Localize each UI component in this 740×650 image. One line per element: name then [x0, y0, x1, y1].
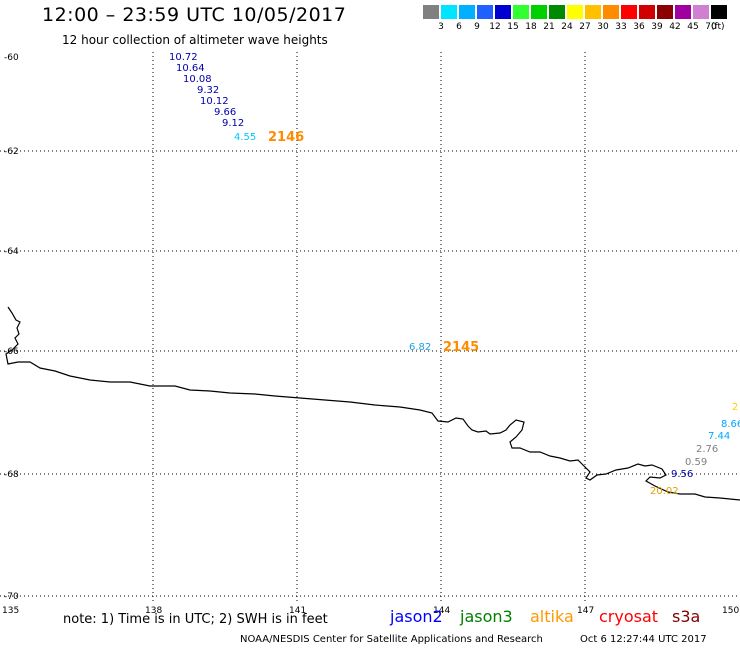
graticule — [0, 52, 740, 603]
latitude-labels: -60 -62 -64 -66 -68 -70 — [4, 53, 19, 602]
generation-timestamp: Oct 6 12:27:44 UTC 2017 — [580, 634, 707, 645]
scale-label: 18 — [525, 22, 537, 32]
lat-label: -62 — [4, 147, 19, 157]
scale-swatch — [549, 5, 565, 19]
map-title: 12:00 – 23:59 UTC 10/05/2017 — [42, 4, 347, 26]
scale-label: 24 — [561, 22, 573, 32]
obs-value: 10.08 — [183, 74, 212, 85]
legend-cryosat: cryosat — [599, 607, 659, 626]
obs-value: 2 — [732, 402, 738, 413]
obs-value: 4.55 — [234, 132, 256, 143]
scale-unit-label: (ft) — [711, 22, 725, 32]
scale-label: 9 — [474, 22, 480, 32]
scale-swatch — [621, 5, 637, 19]
scale-swatch — [513, 5, 529, 19]
scale-swatch — [459, 5, 475, 19]
antarctic-coastline — [5, 306, 740, 501]
scale-label: 36 — [633, 22, 645, 32]
legend-s3a: s3a — [672, 607, 701, 626]
obs-value: 8.66 — [721, 419, 740, 430]
scale-swatch — [639, 5, 655, 19]
scale-label: 70 — [705, 22, 717, 32]
obs-value: 9.56 — [671, 469, 693, 480]
obs-value: 2.76 — [696, 444, 718, 455]
lon-label: 147 — [577, 606, 594, 616]
map-subtitle: 12 hour collection of altimeter wave hei… — [62, 33, 328, 47]
scale-label: 33 — [615, 22, 627, 32]
scale-swatch — [441, 5, 457, 19]
scale-swatch — [567, 5, 583, 19]
scale-swatch — [585, 5, 601, 19]
obs-value: 10.64 — [176, 63, 205, 74]
lat-label: -70 — [4, 592, 19, 602]
scale-label: 27 — [579, 22, 591, 32]
legend-altika: altika — [530, 607, 574, 626]
pass-id: 2146 — [268, 130, 304, 145]
scale-swatch — [495, 5, 511, 19]
scale-swatch — [675, 5, 691, 19]
scale-label: 45 — [687, 22, 699, 32]
scale-swatch — [477, 5, 493, 19]
credit-line: NOAA/NESDIS Center for Satellite Applica… — [240, 634, 543, 645]
obs-value: 6.82 — [409, 342, 431, 353]
lon-label: 144 — [433, 606, 450, 616]
legend-jason2: jason2 — [390, 607, 443, 626]
scale-swatch — [423, 5, 439, 19]
obs-value: 10.12 — [200, 96, 229, 107]
pass-id: 2145 — [443, 340, 479, 355]
scale-label: 6 — [456, 22, 462, 32]
wave-height-observations: 10.72 10.64 10.08 9.32 10.12 9.66 9.12 4… — [169, 52, 740, 497]
obs-value: 10.72 — [169, 52, 198, 63]
lon-label: 141 — [289, 606, 306, 616]
obs-value: 9.66 — [214, 107, 236, 118]
scale-swatch — [531, 5, 547, 19]
lat-label: -60 — [4, 53, 19, 63]
scale-label: 15 — [507, 22, 519, 32]
legend-jason3: jason3 — [460, 607, 513, 626]
scale-swatch — [657, 5, 673, 19]
lon-label: 150 — [722, 606, 739, 616]
obs-value: 20.02 — [650, 486, 679, 497]
scale-label: 21 — [543, 22, 555, 32]
scale-label: 12 — [489, 22, 501, 32]
scale-label: 39 — [651, 22, 663, 32]
scale-label: 42 — [669, 22, 681, 32]
obs-value: 0.59 — [685, 457, 707, 468]
obs-value: 9.12 — [222, 118, 244, 129]
scale-label: 30 — [597, 22, 609, 32]
obs-value: 9.32 — [197, 85, 219, 96]
obs-value: 7.44 — [708, 431, 730, 442]
scale-swatch — [693, 5, 709, 19]
longitude-labels: 135 138 141 144 147 150 — [2, 606, 739, 616]
lon-label: 135 — [2, 606, 19, 616]
scale-swatch — [711, 5, 727, 19]
footer-note: note: 1) Time is in UTC; 2) SWH is in fe… — [63, 612, 328, 627]
lat-label: -64 — [4, 247, 19, 257]
scale-swatch — [603, 5, 619, 19]
lat-label: -66 — [4, 347, 19, 357]
lat-label: -68 — [4, 470, 19, 480]
lon-label: 138 — [145, 606, 162, 616]
scale-label: 3 — [438, 22, 444, 32]
